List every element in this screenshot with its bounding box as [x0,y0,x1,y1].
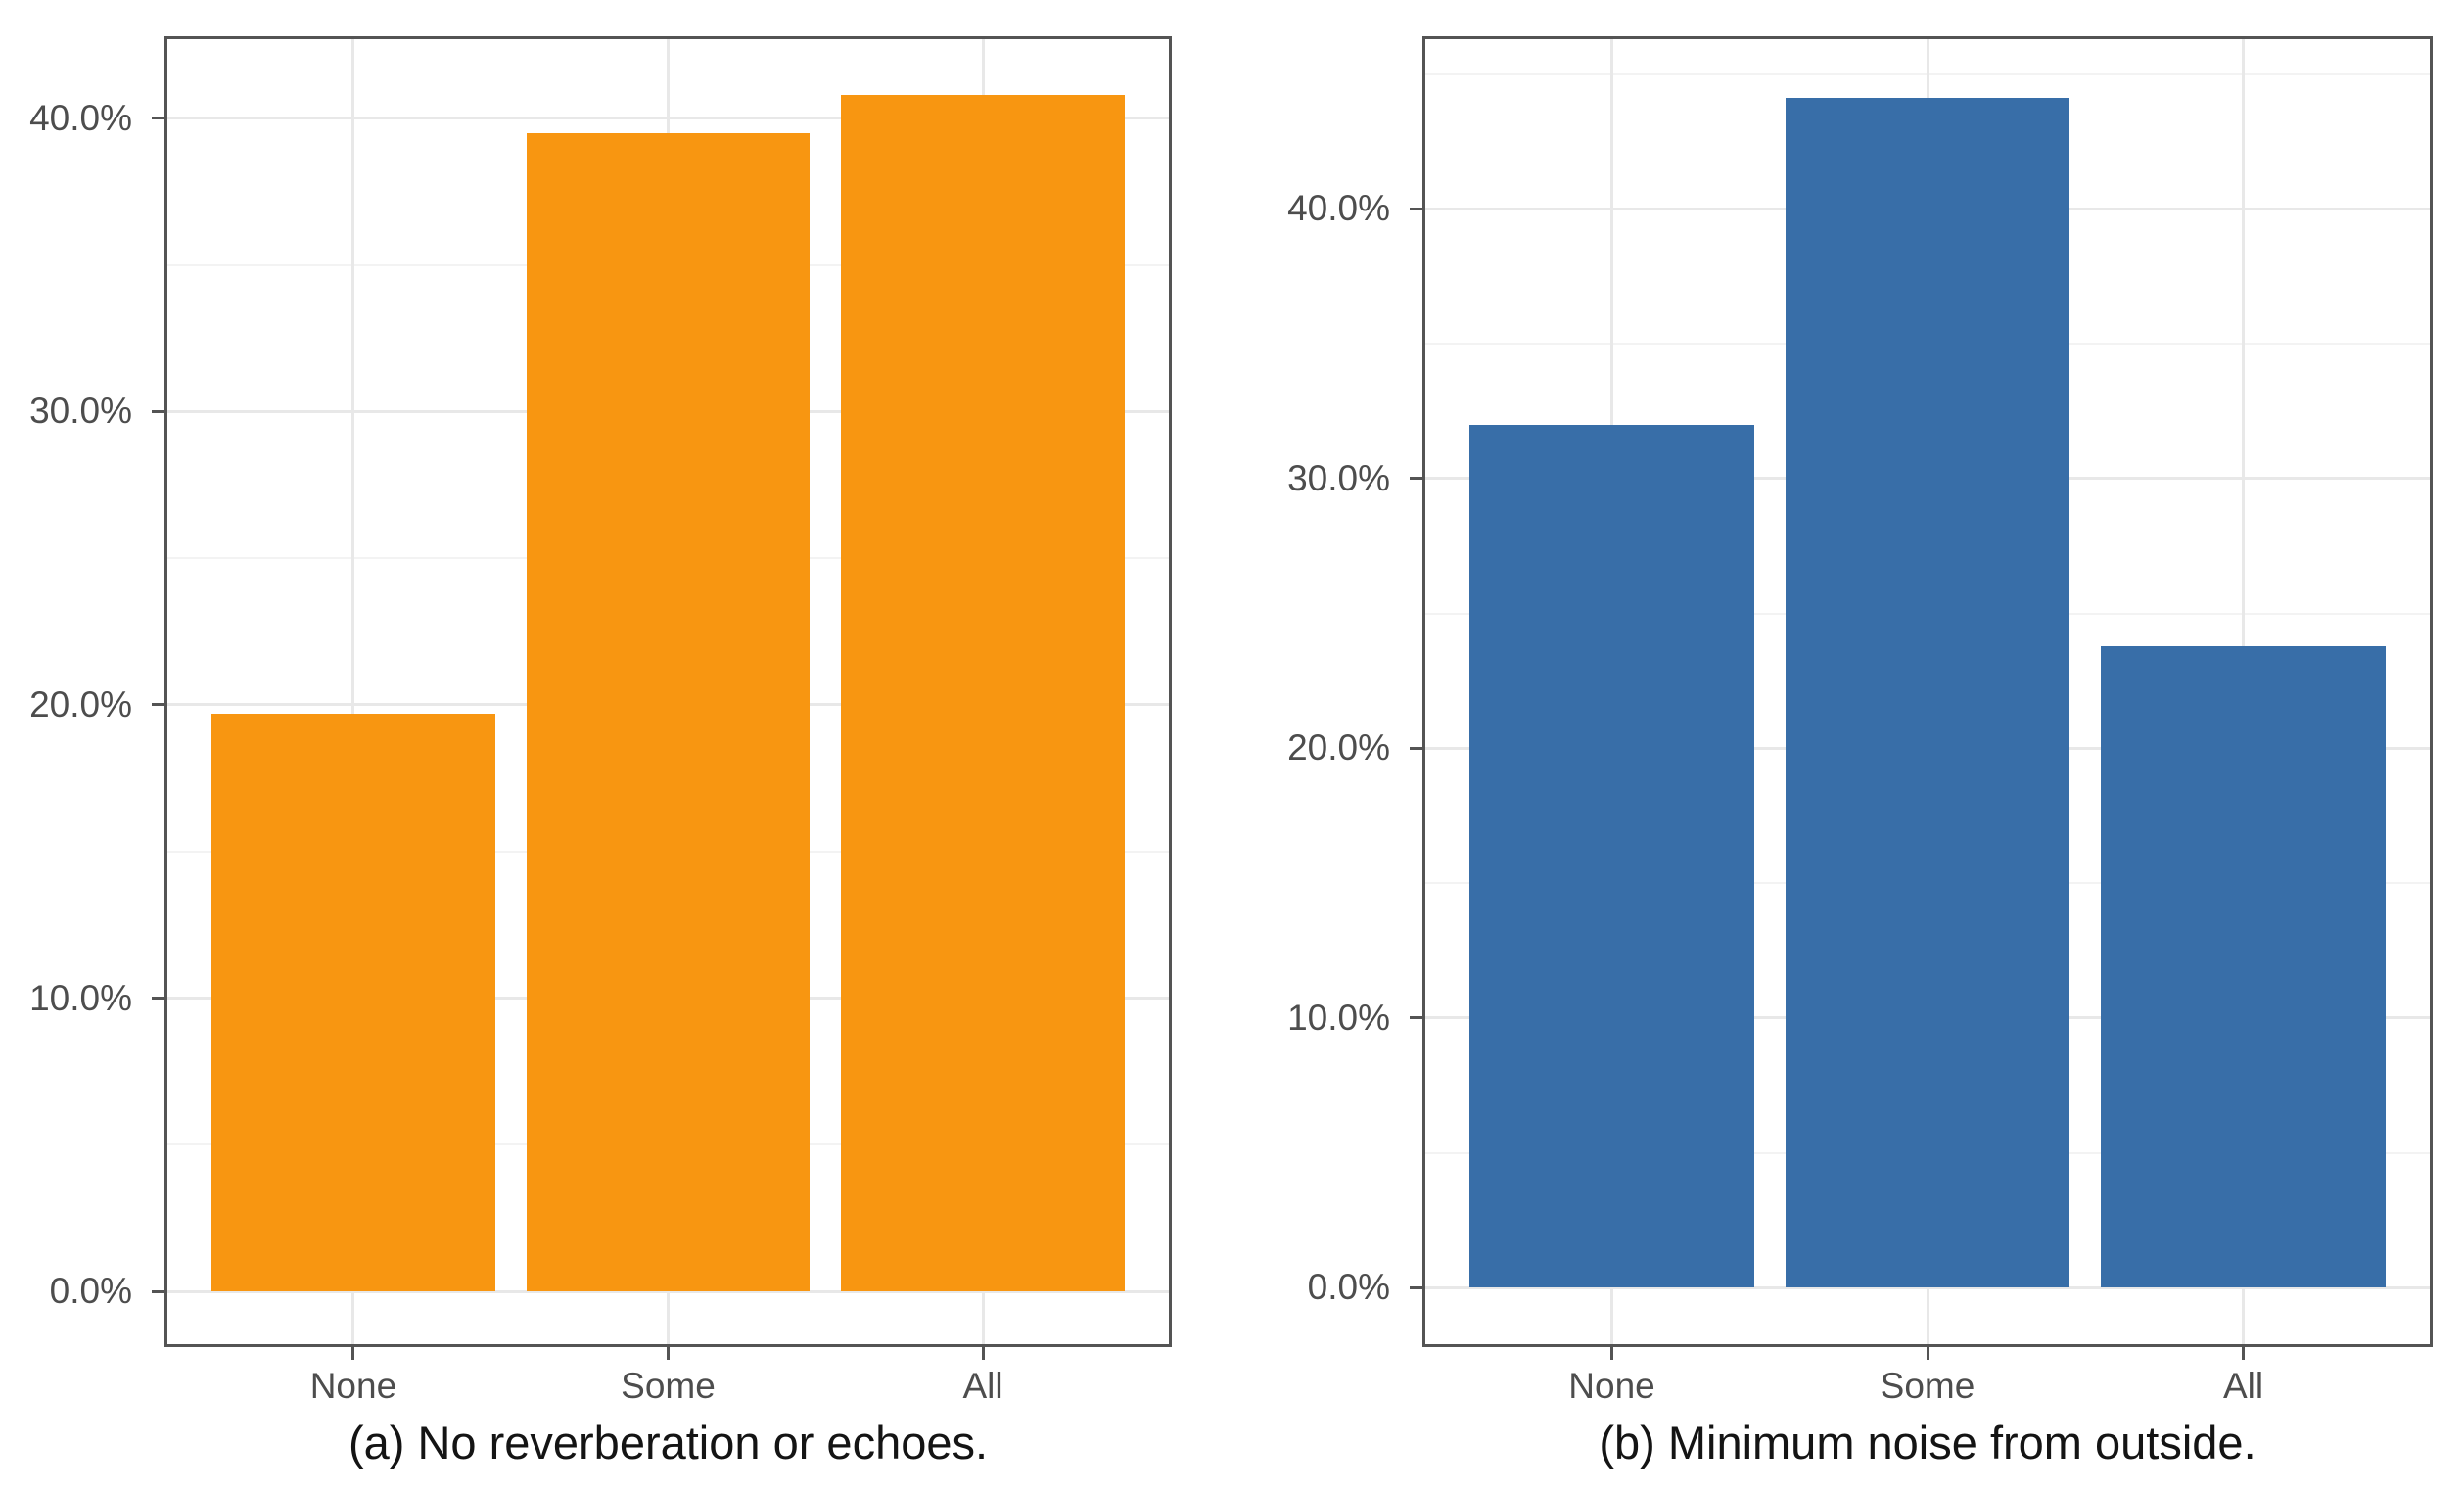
y-tick-label: 20.0% [1287,727,1390,769]
x-tick-mark [2242,1347,2245,1360]
y-tick-mark [152,117,164,120]
y-tick-mark [1410,1016,1422,1020]
x-tick-mark [667,1347,670,1360]
x-tick-mark [981,1347,985,1360]
bar-some[interactable] [526,132,811,1292]
x-tick-mark [351,1347,355,1360]
y-tick-mark [152,703,164,707]
y-tick-label: 30.0% [29,391,132,432]
y-tick-mark [1410,207,1422,210]
bar-all[interactable] [2101,645,2386,1288]
y-tick-label: 0.0% [49,1271,132,1312]
x-tick-label: All [962,1366,1003,1406]
bar-none[interactable] [211,713,495,1292]
x-tick-mark [1926,1347,1929,1360]
caption-b: (b) Minimum noise from outside. [1599,1417,2256,1469]
x-tick-label: Some [1880,1366,1976,1406]
y-tick-mark [152,409,164,413]
x-tick-label: Some [621,1366,716,1406]
x-tick-label: All [2222,1366,2264,1406]
y-tick-mark [1410,477,1422,481]
x-tick-label: None [1568,1366,1655,1406]
y-tick-label: 0.0% [1307,1267,1390,1308]
y-tick-label: 40.0% [1287,188,1390,229]
bar-all[interactable] [841,94,1125,1292]
caption-a: (a) No reverberation or echoes. [348,1417,989,1469]
y-tick-mark [1410,1285,1422,1289]
y-tick-label: 40.0% [29,97,132,138]
x-tick-mark [1610,1347,1613,1360]
panel-b-border [1422,36,2433,1347]
y-tick-mark [152,997,164,1001]
x-tick-label: None [309,1366,397,1406]
panel-a-border [164,36,1172,1347]
y-tick-label: 10.0% [1287,997,1390,1038]
y-tick-label: 20.0% [29,683,132,724]
y-tick-label: 10.0% [29,977,132,1018]
gridline-vertical [351,36,355,1347]
y-tick-mark [152,1289,164,1293]
y-tick-mark [1410,746,1422,750]
bar-some[interactable] [1785,98,2070,1288]
y-tick-label: 30.0% [1287,457,1390,498]
bar-none[interactable] [1469,424,1754,1288]
